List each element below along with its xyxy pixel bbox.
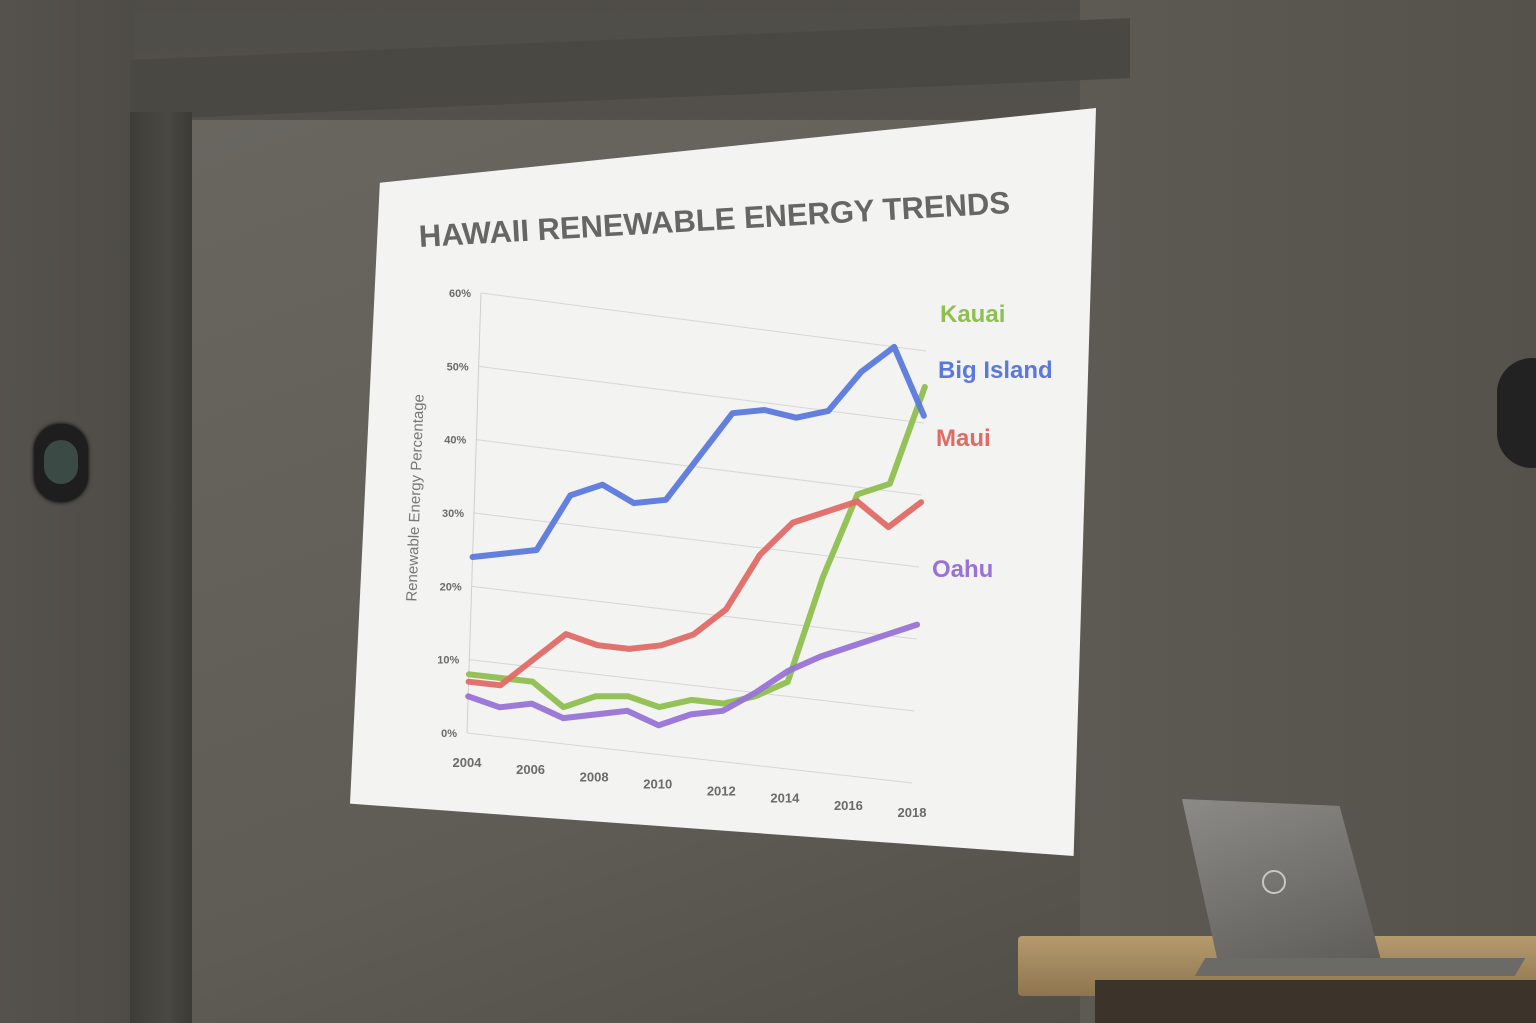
x-tick-label: 2008 — [580, 769, 609, 784]
x-tick-label: 2016 — [834, 798, 863, 813]
x-tick-label: 2010 — [643, 776, 672, 791]
chart-title: HAWAII RENEWABLE ENERGY TRENDS — [418, 185, 1011, 254]
gridline — [478, 365, 924, 424]
y-tick-label: 30% — [442, 508, 464, 520]
series-label-kauai: Kauai — [940, 301, 1005, 328]
x-tick-label: 2004 — [453, 755, 483, 770]
thermostat-face — [44, 440, 78, 484]
x-tick-label: 2012 — [707, 784, 736, 799]
x-tick-label: 2018 — [898, 805, 927, 820]
y-tick-label: 40% — [444, 435, 466, 447]
gridline — [466, 732, 913, 784]
gridline — [476, 439, 922, 496]
y-axis-title: Renewable Energy Percentage — [403, 394, 427, 602]
series-line-kauai — [465, 384, 928, 711]
y-tick-label: 20% — [440, 581, 462, 593]
laptop-logo-icon — [1262, 870, 1286, 894]
series-label-maui: Maui — [936, 425, 991, 452]
projection-screen — [350, 108, 1096, 856]
y-tick-label: 10% — [437, 655, 459, 667]
series-lines — [465, 343, 928, 729]
series-line-big-island — [469, 343, 927, 560]
y-axis-line — [466, 292, 482, 734]
laptop-keyboard-base — [1194, 958, 1526, 976]
y-tick-label: 50% — [447, 361, 469, 373]
series-line-maui — [465, 498, 925, 689]
desk-front — [1095, 980, 1536, 1023]
x-tick-label: 2014 — [770, 791, 800, 806]
series-label-big-island: Big Island — [938, 357, 1053, 384]
series-labels: Kauai Big Island Maui Oahu — [932, 301, 1053, 583]
gridline — [480, 292, 927, 352]
gridline — [471, 585, 917, 640]
wall-clock — [1497, 358, 1536, 468]
series-line-oahu — [465, 621, 921, 729]
y-tick-label: 60% — [449, 288, 471, 300]
left-wall — [0, 0, 135, 1023]
x-tick-label: 2006 — [516, 762, 545, 777]
thermostat — [34, 424, 88, 502]
y-tick-label: 0% — [441, 728, 457, 740]
grid — [466, 292, 927, 784]
gridline — [469, 659, 915, 712]
series-label-oahu: Oahu — [932, 556, 993, 583]
axes: 0% 10% 20% 30% 40% 50% 60% 2004 2006 2008 2010 2012… — [437, 288, 926, 820]
door-frame — [130, 112, 192, 1023]
gridline — [473, 512, 920, 568]
